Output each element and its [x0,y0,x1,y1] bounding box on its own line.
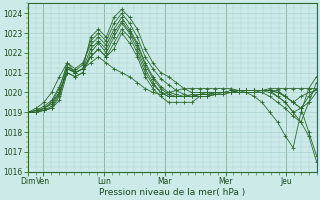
X-axis label: Pression niveau de la mer( hPa ): Pression niveau de la mer( hPa ) [99,188,245,197]
